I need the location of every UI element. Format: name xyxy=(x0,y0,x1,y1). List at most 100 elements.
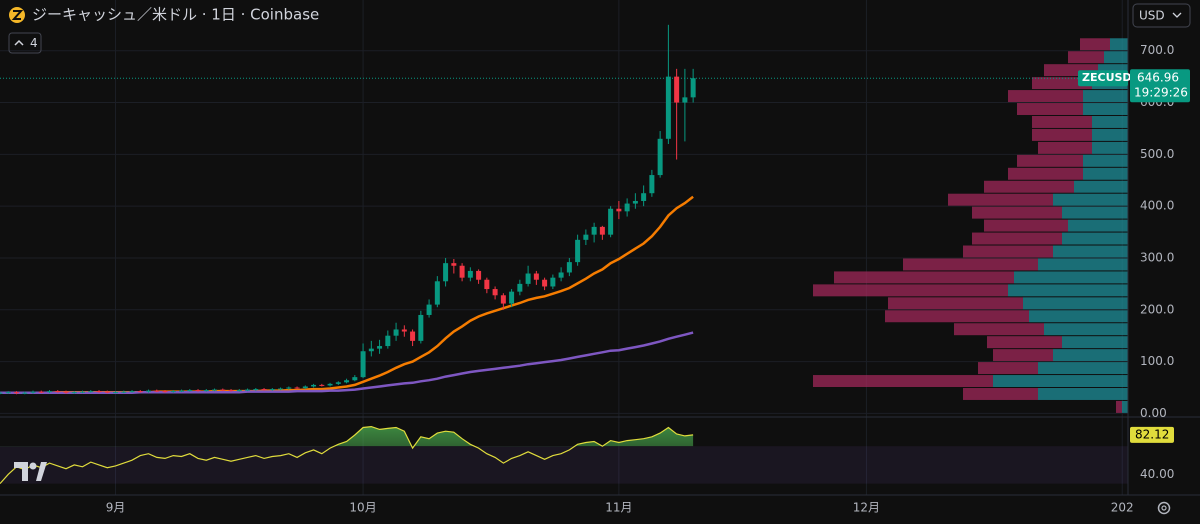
candle-body xyxy=(137,391,143,393)
profile-up-bar xyxy=(1053,349,1128,362)
profile-down-bar xyxy=(1017,103,1083,115)
candle-body xyxy=(575,239,581,263)
candle-body xyxy=(195,390,201,392)
candle-body xyxy=(236,390,242,392)
x-tick-label: 9月 xyxy=(106,501,126,515)
profile-up-bar xyxy=(1023,297,1128,310)
candle-body xyxy=(344,380,350,383)
currency-chevron xyxy=(1172,12,1182,18)
y-tick-label: 400.0 xyxy=(1140,199,1174,213)
candle-body xyxy=(187,390,193,392)
candle-body xyxy=(47,391,53,393)
grid-layer xyxy=(0,0,1128,495)
candle-body xyxy=(245,389,251,391)
profile-down-bar xyxy=(963,388,1038,400)
candle-body xyxy=(476,270,482,280)
candle-body xyxy=(649,175,655,194)
coin-logo-glyph xyxy=(11,10,24,20)
candle-body xyxy=(294,387,300,389)
y-tick-label: 0.00 xyxy=(1140,406,1167,420)
profile-down-bar xyxy=(1008,167,1083,180)
candle-body xyxy=(616,208,622,212)
volume-profile-layer xyxy=(813,38,1128,413)
candle-body xyxy=(14,392,20,394)
candle-body xyxy=(566,262,572,273)
currency-button[interactable]: USD xyxy=(1132,3,1191,28)
profile-down-bar xyxy=(984,180,1074,193)
candle-body xyxy=(542,279,548,287)
candle-body xyxy=(203,390,209,392)
profile-up-bar xyxy=(1062,336,1128,349)
symbol-box xyxy=(1078,70,1128,87)
settings-icon xyxy=(1157,501,1171,515)
candle-body xyxy=(327,383,333,386)
candle-body xyxy=(500,295,506,304)
profile-down-bar xyxy=(1008,90,1083,103)
profile-up-bar xyxy=(1038,388,1128,400)
profile-down-bar xyxy=(978,362,1038,375)
profile-up-bar xyxy=(1098,64,1128,77)
candle-body xyxy=(335,382,341,384)
candle-body xyxy=(492,289,498,296)
candle-body xyxy=(38,391,44,393)
profile-down-bar xyxy=(972,232,1062,245)
profile-down-bar xyxy=(987,336,1062,349)
profile-down-bar xyxy=(885,310,1029,323)
axis-layer: 0.00100.0200.0300.0400.0500.0600.0700.09… xyxy=(106,43,1190,515)
candle-body xyxy=(311,384,317,387)
profile-down-bar xyxy=(972,206,1062,219)
candle-body xyxy=(632,200,638,204)
candle-body xyxy=(426,304,432,315)
candle-body xyxy=(550,277,556,287)
profile-up-bar xyxy=(1014,271,1128,284)
candle-body xyxy=(162,391,168,393)
candle-body xyxy=(0,392,3,394)
candle-body xyxy=(220,389,226,391)
profile-up-bar xyxy=(1122,400,1128,413)
candle-body xyxy=(451,263,457,266)
profile-down-bar xyxy=(1017,154,1083,167)
last-price-label: 646.96 xyxy=(1137,71,1179,85)
rsi-overbought-fill xyxy=(0,426,694,447)
profile-down-bar xyxy=(984,219,1068,232)
candle-body xyxy=(96,391,102,393)
profile-down-bar xyxy=(813,284,1008,297)
profile-down-bar xyxy=(963,245,1053,258)
candle-body xyxy=(583,234,589,240)
candle-body xyxy=(410,331,416,341)
settings-button[interactable] xyxy=(1157,501,1171,515)
rsi-line xyxy=(0,425,694,484)
last-price-box xyxy=(1130,69,1190,103)
profile-up-bar xyxy=(1092,115,1128,128)
profile-up-bar xyxy=(1083,167,1128,180)
settings-icon-core xyxy=(1161,505,1167,511)
candle-body xyxy=(5,392,11,394)
profile-up-bar xyxy=(1083,103,1128,115)
candle-body xyxy=(278,388,284,390)
profile-up-bar xyxy=(1092,128,1128,141)
profile-down-bar xyxy=(1038,141,1092,154)
price-layer xyxy=(0,24,1128,395)
profile-up-bar xyxy=(1062,206,1128,219)
profile-down-bar xyxy=(1068,51,1104,64)
profile-up-bar xyxy=(1104,51,1128,64)
candle-body xyxy=(591,226,597,235)
profile-down-bar xyxy=(954,323,1044,336)
candle-body xyxy=(533,273,539,280)
candle-body xyxy=(30,391,36,393)
candle-body xyxy=(113,392,119,394)
chart-title: ジーキャッシュ／米ドル · 1日 · Coinbase xyxy=(32,6,319,24)
candle-body xyxy=(368,348,374,352)
profile-up-bar xyxy=(1062,232,1128,245)
candle-body xyxy=(104,391,110,393)
profile-up-bar xyxy=(1053,193,1128,206)
candle-body xyxy=(179,390,185,392)
profile-up-bar xyxy=(993,375,1128,388)
profile-up-bar xyxy=(1092,141,1128,154)
currency-label: USD xyxy=(1139,9,1165,23)
candle-body xyxy=(212,389,218,391)
candle-body xyxy=(434,281,440,305)
indicator-toggle[interactable]: 4 xyxy=(8,32,42,54)
candle-body xyxy=(154,390,160,392)
